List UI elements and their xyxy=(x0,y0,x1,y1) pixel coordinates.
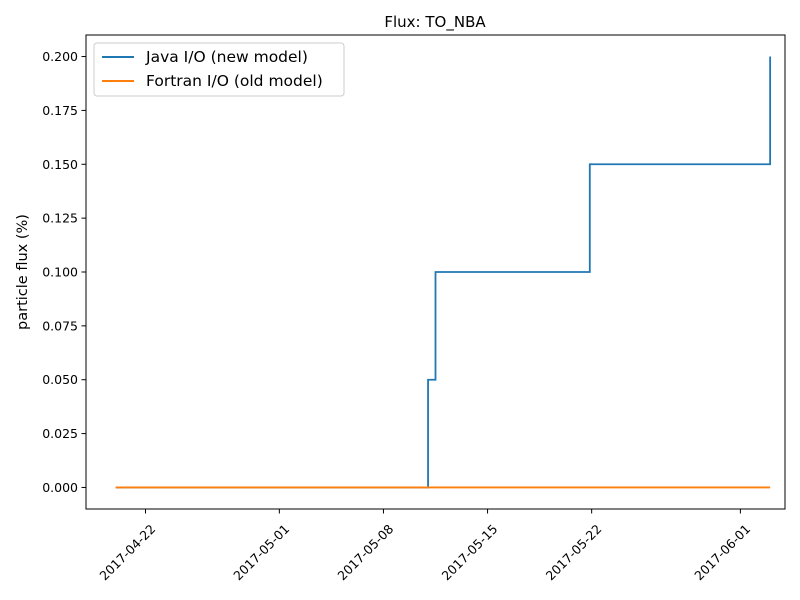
y-axis-label: particle flux (%) xyxy=(15,214,31,330)
y-axis: 0.000 0.025 0.050 0.075 0.100 0.125 0.150 0.175… xyxy=(42,49,86,495)
legend-label-java: Java I/O (new model) xyxy=(145,48,308,66)
y-tick-label-3: 0.075 xyxy=(42,318,78,333)
legend: Java I/O (new model) Fortran I/O (old mo… xyxy=(93,42,345,97)
y-tick-label-5: 0.125 xyxy=(42,211,78,226)
y-tick-label-4: 0.100 xyxy=(42,265,78,280)
y-tick-label-1: 0.025 xyxy=(42,426,78,441)
chart-title: Flux: TO_NBA xyxy=(384,13,486,32)
y-tick-label-0: 0.000 xyxy=(42,480,78,495)
y-tick-label-7: 0.175 xyxy=(42,103,78,118)
legend-box xyxy=(93,42,345,97)
y-tick-label-2: 0.050 xyxy=(42,372,78,387)
legend-label-fortran: Fortran I/O (old model) xyxy=(146,72,323,90)
y-tick-label-8: 0.200 xyxy=(42,49,78,64)
series-layer xyxy=(115,56,772,489)
y-tick-label-6: 0.150 xyxy=(42,157,78,172)
